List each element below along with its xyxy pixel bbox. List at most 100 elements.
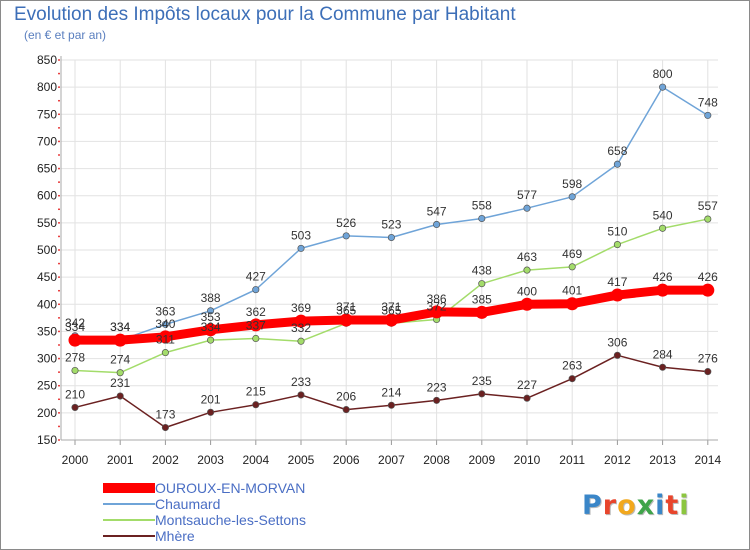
proxiti-logo: Proxiti (582, 490, 690, 521)
data-point (704, 215, 712, 223)
data-point (297, 244, 305, 252)
data-point (342, 406, 350, 414)
data-point (659, 363, 667, 371)
data-label: 426 (698, 270, 718, 284)
data-point (478, 214, 486, 223)
data-label: 540 (653, 208, 673, 222)
data-label: 400 (517, 284, 537, 298)
data-label: 210 (65, 387, 85, 401)
data-label: 334 (110, 320, 130, 334)
data-label: 363 (155, 304, 175, 318)
data-point (659, 224, 667, 232)
data-label: 371 (336, 300, 356, 314)
x-tick-label: 2007 (378, 453, 405, 467)
data-label: 276 (698, 352, 718, 366)
chart-title: Evolution des Impôts locaux pour la Comm… (14, 4, 516, 25)
data-label: 206 (336, 390, 356, 404)
data-label: 173 (155, 408, 175, 422)
data-label: 227 (517, 378, 537, 392)
x-tick-label: 2005 (288, 453, 315, 467)
data-label: 334 (110, 320, 130, 334)
x-tick-label: 2003 (197, 453, 224, 467)
data-point (68, 333, 82, 347)
data-label: 385 (472, 292, 492, 306)
x-tick-label: 2010 (514, 453, 541, 467)
data-label: 284 (653, 347, 673, 361)
data-point (384, 313, 398, 327)
data-label: 526 (336, 216, 356, 230)
data-point (339, 313, 353, 327)
data-label: 274 (110, 353, 130, 367)
data-label: 658 (607, 144, 627, 158)
data-point (161, 423, 169, 432)
data-point (161, 349, 169, 357)
data-point (565, 297, 579, 311)
y-tick-label: 800 (37, 80, 57, 94)
data-point (613, 241, 621, 249)
legend-label: Montsauche-les-Settons (155, 512, 306, 528)
data-point (568, 375, 576, 383)
data-point (71, 403, 79, 411)
x-tick-label: 2014 (694, 453, 721, 467)
data-label: 598 (562, 177, 582, 191)
data-point (433, 220, 441, 229)
data-label: 800 (653, 67, 673, 81)
data-label: 231 (110, 376, 130, 390)
data-label: 223 (427, 380, 447, 394)
data-label: 306 (607, 335, 627, 349)
data-point (613, 351, 621, 359)
data-point (659, 83, 667, 91)
data-label: 427 (246, 270, 266, 284)
data-label: 438 (472, 264, 492, 278)
data-point (158, 330, 172, 344)
legend-label: Mhère (155, 528, 195, 544)
y-tick-label: 700 (37, 134, 57, 148)
y-tick-label: 550 (37, 216, 57, 230)
data-label: 547 (427, 204, 447, 218)
x-tick-label: 2002 (152, 453, 179, 467)
data-point (387, 233, 395, 242)
data-point (252, 401, 260, 409)
x-tick-label: 2008 (423, 453, 450, 467)
y-tick-label: 300 (37, 352, 57, 366)
data-point (475, 305, 489, 319)
data-point (161, 320, 169, 328)
data-label: 369 (291, 301, 311, 315)
data-label: 263 (562, 359, 582, 373)
x-tick-label: 2013 (649, 453, 676, 467)
x-tick-label: 2012 (604, 453, 631, 467)
data-point (249, 318, 263, 332)
data-label: 503 (291, 228, 311, 242)
data-point (656, 283, 670, 297)
data-label: 365 (381, 303, 401, 317)
data-label: 337 (246, 318, 266, 332)
data-point (613, 160, 621, 168)
data-point (207, 307, 215, 315)
data-point (568, 193, 576, 201)
data-label: 510 (607, 225, 627, 239)
y-tick-label: 400 (37, 297, 57, 311)
data-point (430, 305, 444, 319)
data-label: 233 (291, 375, 311, 389)
data-label: 748 (698, 95, 718, 109)
y-tick-label: 150 (37, 433, 57, 447)
data-label: 340 (155, 317, 175, 331)
data-label: 417 (607, 275, 627, 289)
data-point (704, 111, 712, 119)
data-point (297, 337, 305, 345)
data-point (342, 232, 350, 240)
data-point (523, 394, 531, 402)
series-chaumard (71, 83, 712, 344)
data-label: 577 (517, 188, 537, 202)
legend-item: OUROUX-EN-MORVAN (103, 480, 305, 496)
legend-item: Montsauche-les-Settons (103, 512, 306, 528)
data-label: 215 (246, 385, 266, 399)
y-tick-label: 600 (37, 189, 57, 203)
data-point (478, 280, 486, 288)
x-tick-label: 2004 (242, 453, 269, 467)
data-point (71, 366, 79, 375)
data-label: 342 (65, 316, 85, 330)
data-point (568, 263, 576, 271)
y-tick-label: 350 (37, 324, 57, 338)
